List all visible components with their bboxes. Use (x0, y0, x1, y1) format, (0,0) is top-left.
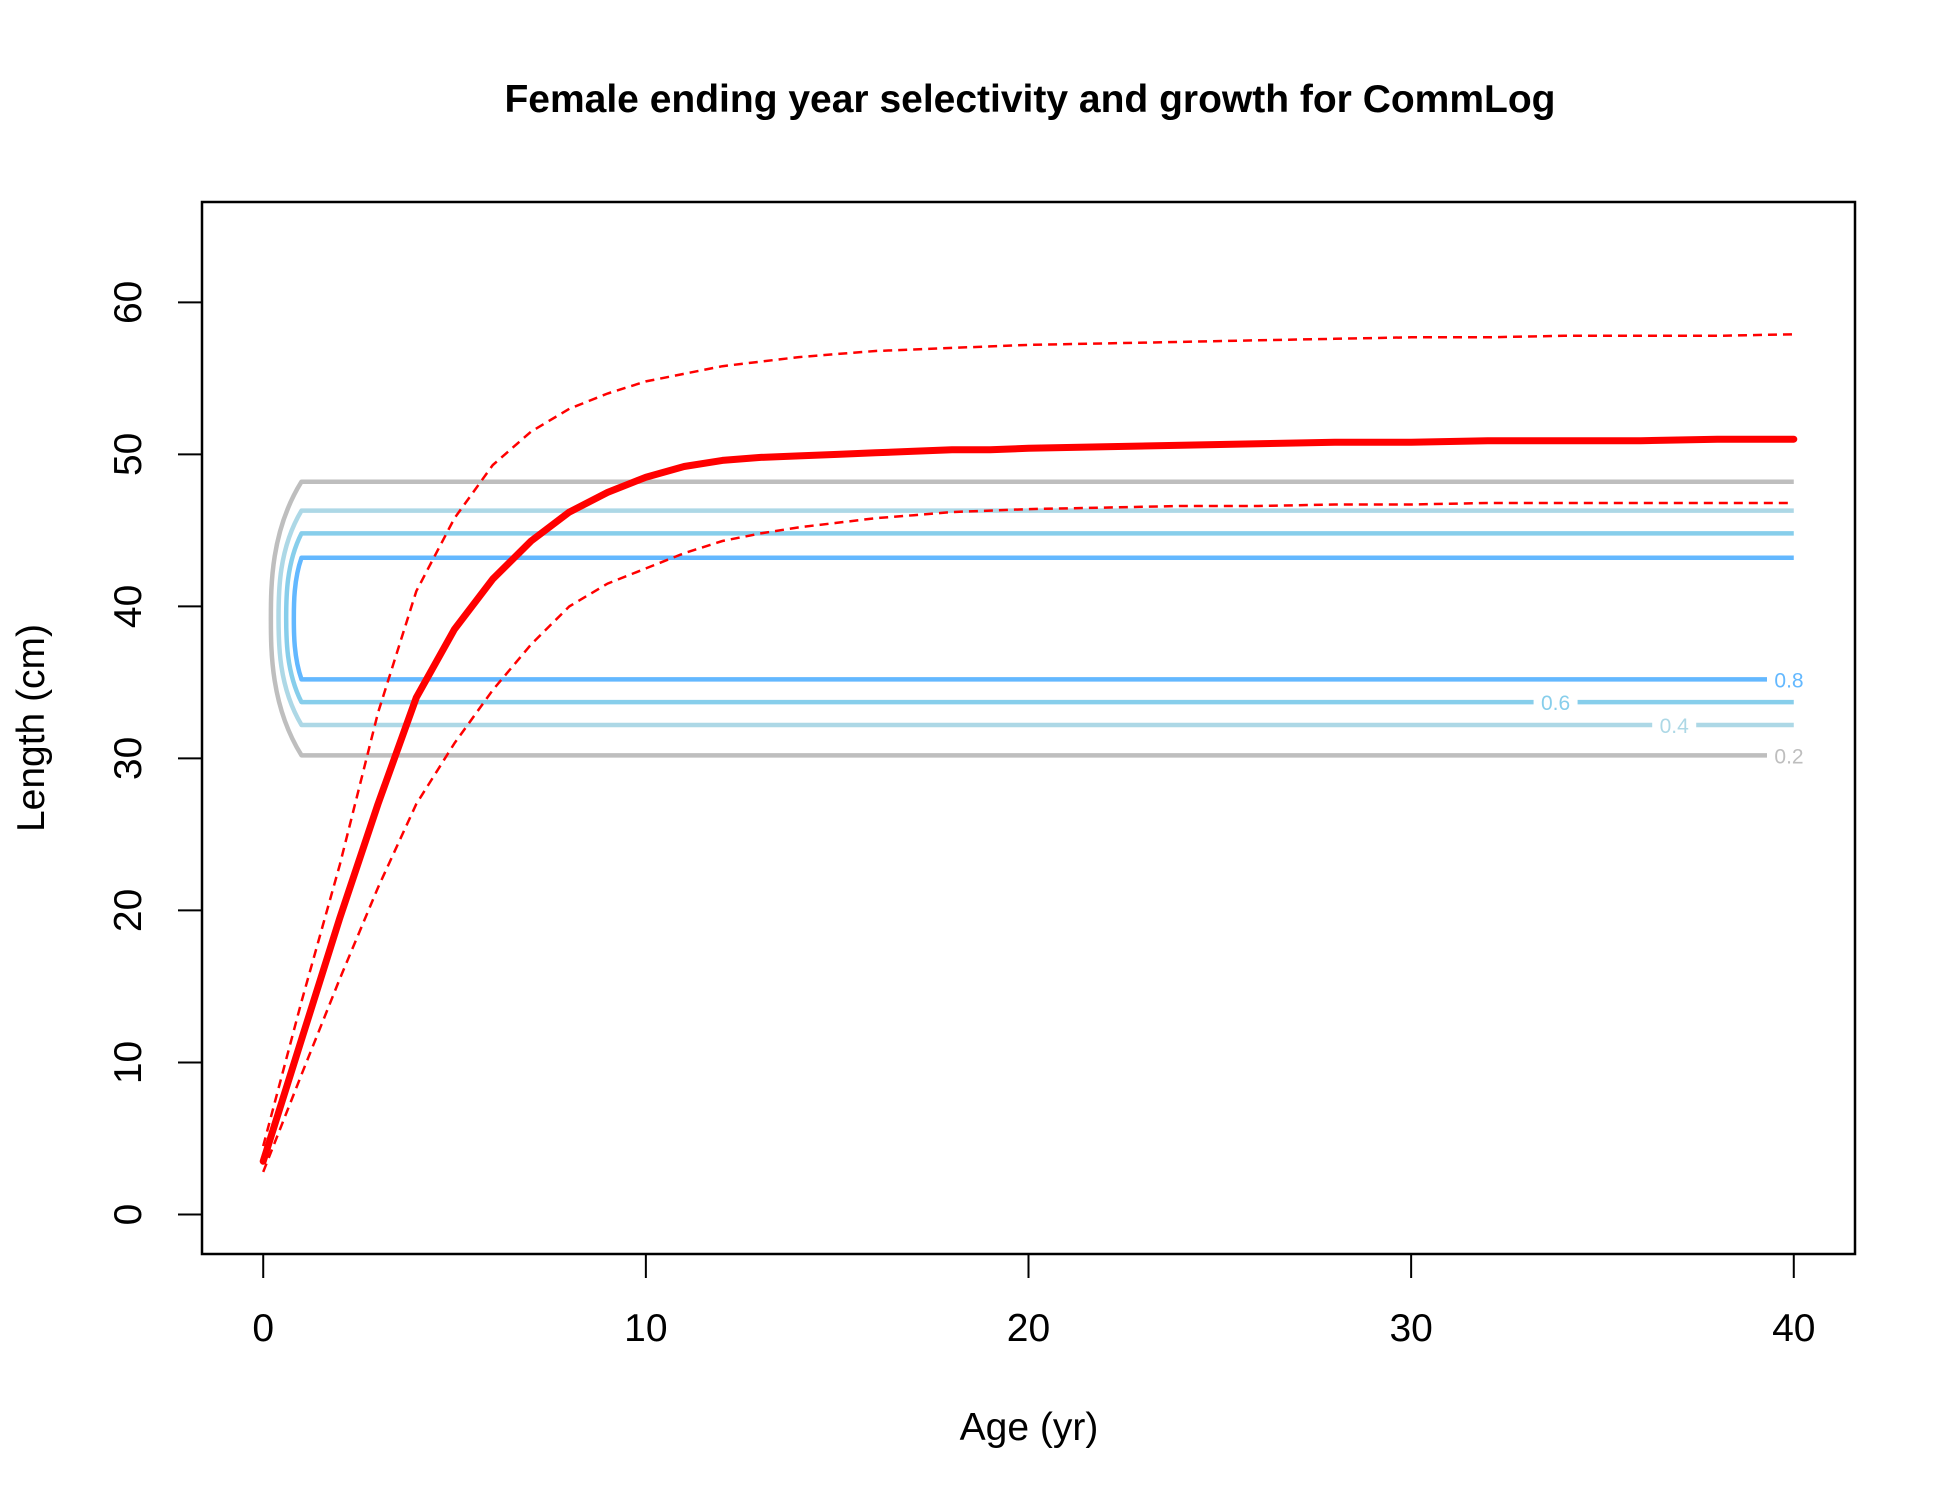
growth-curves (259, 333, 1798, 1173)
x-tick-label: 30 (1389, 1307, 1432, 1350)
growth-upper-interval-line (261, 333, 1794, 1147)
contour-line-0.2 (268, 479, 1794, 758)
y-axis-label: Length (cm) (10, 624, 53, 832)
contour-line-0.6 (283, 531, 1794, 705)
contour-label: 0.6 (1541, 692, 1570, 715)
y-tick-label: 60 (107, 281, 150, 324)
selectivity-contours: 0.2 0.4 0.6 0.8 (268, 479, 1811, 768)
growth-mean-line (259, 435, 1798, 1165)
y-tick-label: 0 (107, 1204, 150, 1226)
chart-title: Female ending year selectivity and growt… (504, 78, 1555, 121)
x-tick-label: 40 (1772, 1307, 1815, 1350)
contour-label: 0.4 (1660, 715, 1690, 738)
y-tick-label: 10 (107, 1041, 150, 1084)
y-tick-label: 20 (107, 889, 150, 932)
growth-lower-interval-line (262, 501, 1794, 1173)
contour-label-gap (1766, 744, 1811, 767)
x-axis-label: Age (yr) (960, 1406, 1099, 1449)
x-tick-label: 20 (1007, 1307, 1050, 1350)
y-tick-label: 50 (107, 433, 150, 476)
x-tick-label: 0 (252, 1307, 274, 1350)
x-tick-label: 10 (624, 1307, 667, 1350)
contour-label-gap (1533, 691, 1578, 714)
contour-label: 0.8 (1774, 669, 1803, 692)
contour-label-gap (1652, 713, 1697, 736)
contour-label-gap (1766, 668, 1811, 691)
y-tick-label: 30 (107, 737, 150, 780)
contour-line-0.8 (291, 555, 1794, 682)
contour-line-0.4 (276, 508, 1794, 728)
axes: 0 10 20 30 40 0 10 20 30 40 50 60 (107, 281, 1815, 1350)
contour-label: 0.2 (1774, 745, 1803, 768)
y-tick-label: 40 (107, 585, 150, 628)
